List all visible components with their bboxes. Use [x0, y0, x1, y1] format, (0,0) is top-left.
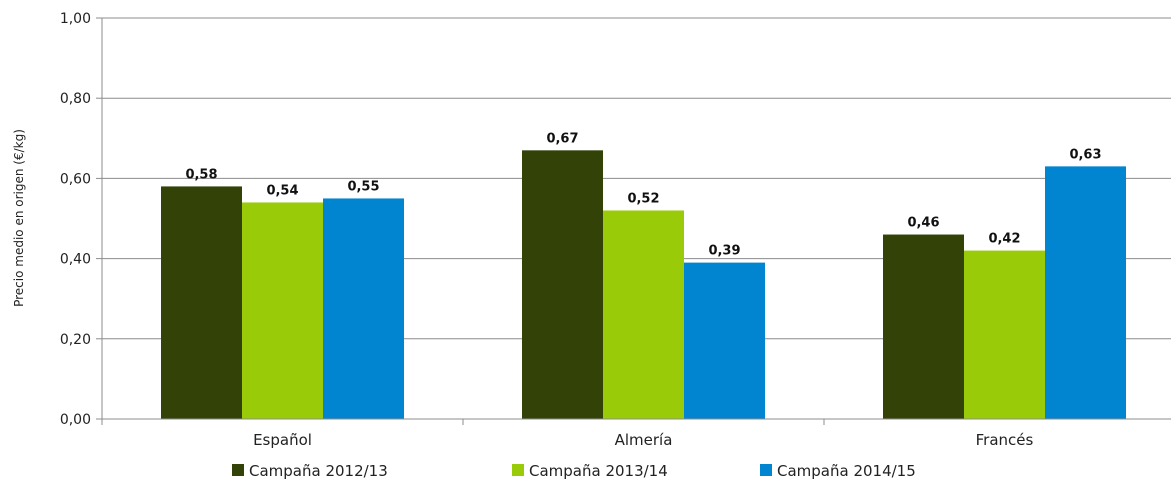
bar — [323, 198, 404, 419]
bar — [522, 150, 603, 419]
bars — [161, 150, 1126, 419]
y-tick-label: 0,80 — [60, 91, 91, 107]
bar — [684, 262, 765, 419]
bar — [161, 186, 242, 419]
x-category-label: Español — [253, 431, 312, 449]
legend-swatch — [760, 464, 772, 476]
bar — [964, 250, 1045, 419]
data-label: 0,52 — [627, 191, 659, 206]
y-tick-label: 0,20 — [60, 332, 91, 348]
y-tick-label: 0,60 — [60, 171, 91, 187]
legend-label: Campaña 2014/15 — [777, 462, 916, 480]
legend: Campaña 2012/13 Campaña 2013/14 Campaña 20… — [232, 462, 916, 480]
data-label: 0,46 — [907, 216, 939, 231]
y-tick-label: 1,00 — [60, 11, 91, 27]
data-label: 0,39 — [708, 244, 740, 259]
y-tick-label: 0,40 — [60, 252, 91, 268]
y-axis-ticks: 0,00 0,20 0,40 0,60 0,80 1,00 — [60, 11, 102, 428]
data-label: 0,67 — [546, 131, 578, 146]
x-category-label: Francés — [976, 431, 1034, 449]
y-axis-title: Precio medio en origen (€/kg) — [12, 129, 26, 307]
bar — [242, 202, 323, 419]
y-tick-label: 0,00 — [60, 412, 91, 428]
data-label: 0,55 — [347, 179, 379, 194]
legend-swatch — [232, 464, 244, 476]
legend-label: Campaña 2013/14 — [529, 462, 668, 480]
data-label: 0,54 — [266, 183, 298, 198]
legend-swatch — [512, 464, 524, 476]
x-category-label: Almería — [615, 431, 673, 449]
x-axis: Español Almería Francés — [101, 18, 1171, 449]
legend-label: Campaña 2012/13 — [249, 462, 388, 480]
data-label: 0,42 — [988, 232, 1020, 247]
bar — [1045, 166, 1126, 419]
data-label: 0,58 — [185, 167, 217, 182]
bar — [603, 210, 684, 419]
data-label: 0,63 — [1069, 147, 1101, 162]
bar — [883, 234, 964, 419]
data-labels: 0,58 0,54 0,55 0,67 0,52 0,39 0,46 0,42 0,63 — [185, 131, 1101, 258]
